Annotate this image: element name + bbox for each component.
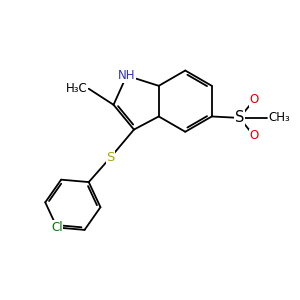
Text: Cl: Cl: [51, 221, 63, 234]
Text: O: O: [250, 93, 259, 106]
Text: H₃C: H₃C: [65, 82, 87, 95]
Text: S: S: [235, 110, 244, 125]
Text: CH₃: CH₃: [269, 111, 290, 124]
Text: S: S: [106, 151, 115, 164]
Text: NH: NH: [118, 69, 135, 82]
Text: O: O: [250, 130, 259, 142]
